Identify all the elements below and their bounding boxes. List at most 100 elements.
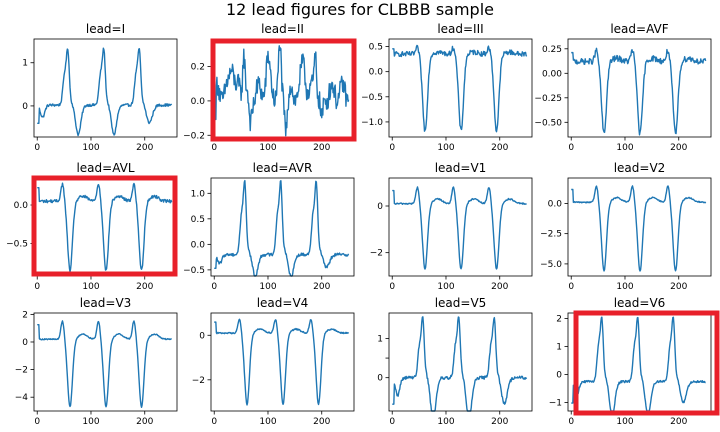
y-tick-label: 0.5 (191, 215, 205, 225)
x-tick-label: 0 (389, 282, 395, 292)
y-tick-label: −0.5 (361, 93, 383, 103)
x-tick-label: 100 (616, 143, 633, 153)
subplot-title: lead=V5 (435, 296, 487, 310)
y-tick-label: 0 (377, 202, 383, 212)
subplot-v3: lead=V3 0 100 200 −4 −2 0 2 (15, 296, 178, 427)
y-tick-label: −0.5 (183, 266, 205, 276)
ecg-series-line (392, 186, 527, 270)
x-tick-label: 0 (568, 282, 574, 292)
subplot-title: lead=V4 (257, 296, 309, 310)
y-tick-label: 0 (556, 371, 562, 381)
axes-frame (210, 312, 355, 412)
axes-frame (33, 312, 178, 412)
x-tick-label: 100 (82, 417, 99, 427)
x-tick-label: 0 (34, 143, 40, 153)
x-tick-label: 100 (259, 417, 276, 427)
ecg-series-line (214, 318, 350, 406)
y-tick-label: 0.0 (548, 199, 563, 209)
ecg-series-line (37, 182, 173, 273)
x-tick-label: 0 (568, 417, 574, 427)
subplot-title: lead=V1 (435, 161, 487, 175)
y-tick-label: 1.0 (191, 189, 206, 199)
y-tick-label: 0.00 (542, 69, 562, 79)
axes-frame (388, 38, 533, 138)
x-tick-label: 100 (259, 282, 276, 292)
y-tick-label: 0.25 (542, 45, 562, 55)
axes-frame (33, 177, 178, 277)
y-tick-label: −5.0 (540, 260, 562, 270)
figure-title: 12 lead figures for CLBBB sample (225, 0, 494, 19)
subplot-title: lead=II (261, 22, 304, 36)
y-tick-label: 0 (22, 102, 28, 112)
subplot-v1: lead=V1 0 100 200 −2 0 (370, 161, 533, 292)
y-tick-label: −2 (192, 376, 205, 386)
subplot-title: lead=V3 (80, 296, 132, 310)
y-tick-label: −0.50 (534, 118, 562, 128)
y-tick-label: −0.25 (534, 94, 562, 104)
subplot-iii: lead=III 0 100 200 −1.0 −0.5 0.0 0.5 (361, 22, 533, 153)
x-tick-label: 200 (313, 417, 330, 427)
y-tick-label: −2 (370, 249, 383, 259)
ecg-series-line (392, 44, 528, 133)
x-tick-label: 200 (670, 417, 687, 427)
x-tick-label: 0 (389, 417, 395, 427)
ecg-series-line (214, 179, 350, 277)
axes-frame (567, 38, 712, 138)
ecg-series-line (37, 47, 173, 137)
axes-frame (210, 177, 355, 277)
x-tick-label: 200 (136, 282, 153, 292)
y-tick-label: 0.0 (191, 240, 206, 250)
x-tick-label: 0 (211, 417, 217, 427)
y-tick-label: 2 (22, 310, 28, 320)
x-tick-label: 200 (491, 282, 508, 292)
x-tick-label: 200 (491, 417, 508, 427)
subplot-title: lead=III (437, 22, 483, 36)
y-tick-label: 1 (377, 334, 383, 344)
x-tick-label: 100 (437, 417, 454, 427)
axes-frame (567, 177, 712, 277)
axes-frame (388, 312, 533, 412)
x-tick-label: 100 (82, 282, 99, 292)
x-tick-label: 200 (136, 143, 153, 153)
ecg-series-line (571, 185, 707, 272)
ecg-series-line (37, 320, 173, 408)
subplot-avl: lead=AVL 0 100 200 −0.5 0.0 (6, 161, 178, 292)
subplot-title: lead=AVL (76, 161, 134, 175)
x-tick-label: 200 (313, 282, 330, 292)
x-tick-label: 0 (211, 282, 217, 292)
subplot-title: lead=I (86, 22, 125, 36)
x-tick-label: 100 (437, 282, 454, 292)
x-tick-label: 100 (616, 282, 633, 292)
subplot-v4: lead=V4 0 100 200 −2 0 (192, 296, 355, 427)
x-tick-label: 0 (34, 417, 40, 427)
x-tick-label: 100 (437, 143, 454, 153)
subplot-title: lead=AVR (253, 161, 313, 175)
highlight-box (210, 38, 357, 142)
highlight-box (573, 310, 720, 416)
subplot-v5: lead=V5 0 100 200 0 1 (377, 296, 533, 427)
x-tick-label: 0 (568, 143, 574, 153)
x-tick-label: 100 (82, 143, 99, 153)
subplot-v6: lead=V6 0 100 200 −1 0 1 2 (549, 296, 720, 427)
y-tick-label: 0.5 (369, 43, 383, 53)
subplot-avf: lead=AVF 0 100 200 −0.50 −0.25 0.00 0.25 (534, 22, 712, 153)
x-tick-label: 200 (670, 143, 687, 153)
y-tick-label: 1 (22, 59, 28, 69)
subplot-ii: lead=II 0 100 200 −0.2 0.0 0.2 (183, 22, 357, 153)
y-tick-label: 0 (199, 331, 205, 341)
y-tick-label: −4 (15, 393, 29, 403)
y-tick-label: 0.0 (191, 97, 206, 107)
subplot-title: lead=V6 (614, 296, 666, 310)
x-tick-label: 200 (313, 143, 330, 153)
subplot-avr: lead=AVR 0 100 200 −0.5 0.0 0.5 1.0 (183, 161, 355, 292)
y-tick-label: −2 (15, 366, 28, 376)
y-tick-label: −0.5 (6, 240, 28, 250)
axes-frame (33, 38, 178, 138)
highlight-box (31, 175, 178, 277)
ecg-series-line (571, 316, 706, 412)
x-tick-label: 0 (34, 282, 40, 292)
x-tick-label: 0 (389, 143, 395, 153)
y-tick-label: 2 (556, 315, 562, 325)
y-tick-label: 0.0 (14, 201, 29, 211)
